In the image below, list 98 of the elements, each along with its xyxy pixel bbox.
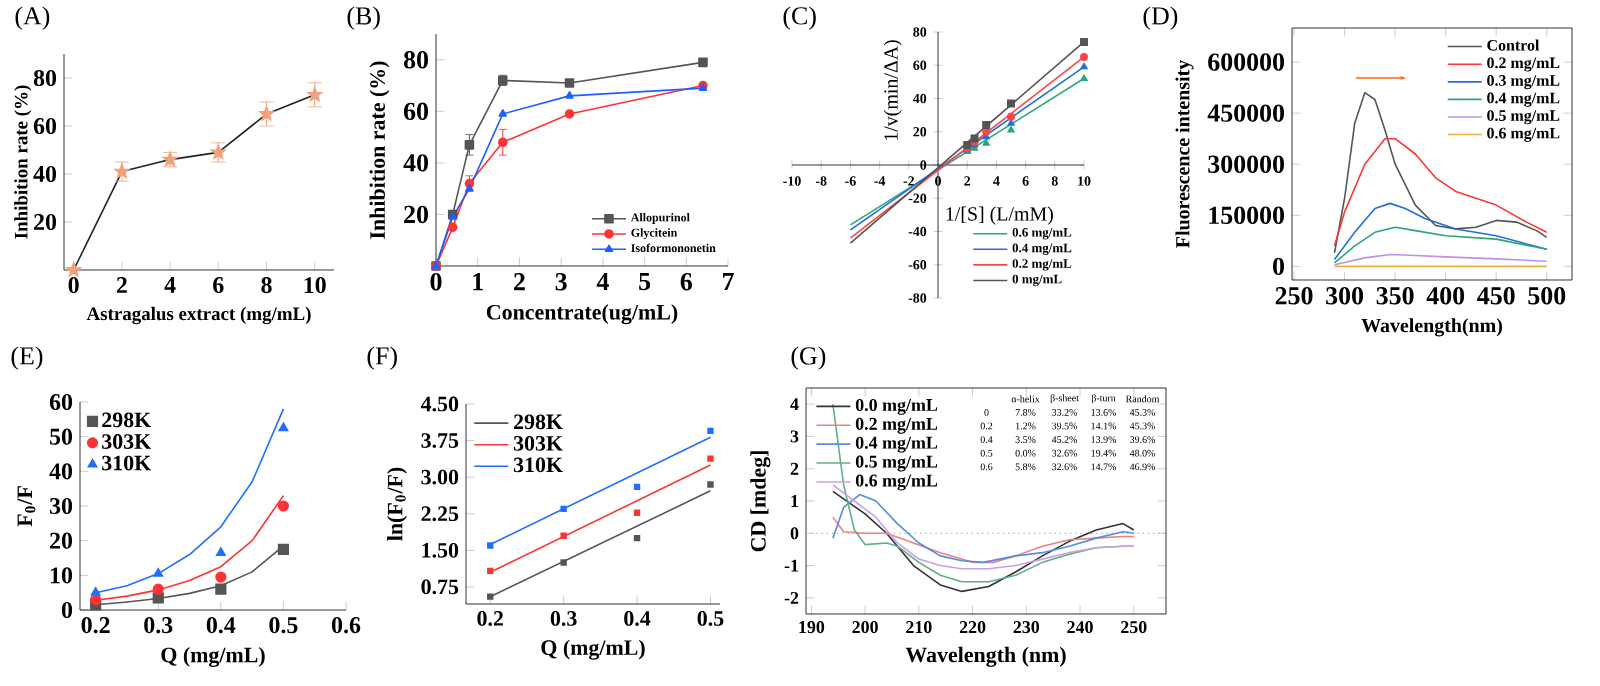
- x-tick-label: 0.6: [331, 617, 361, 634]
- y-tick-label: 20: [34, 213, 57, 231]
- legend-label: 0.2 mg/mL: [855, 417, 938, 434]
- x-tick-label: 240: [1067, 621, 1093, 634]
- x-tick-label: 210: [906, 621, 932, 634]
- x-tick-label: 500: [1528, 287, 1566, 305]
- y-tick-label: 3.00: [421, 469, 459, 485]
- y-axis-title: Fluorescence intensity: [1175, 60, 1194, 248]
- y-tick-label: 0.75: [421, 579, 459, 595]
- y-tick-label: 0: [790, 527, 799, 540]
- x-tick-label: 230: [1013, 621, 1040, 634]
- legend-label: 0.0 mg/mL: [855, 398, 938, 415]
- x-tick-label: 450: [1477, 287, 1515, 305]
- x-tick-label: 0.3: [550, 611, 577, 626]
- y-tick-label: 300000: [1208, 155, 1284, 173]
- legend-label: 298K: [102, 412, 152, 428]
- x-tick-label: 4: [164, 277, 176, 293]
- y-axis-title: 1/v(min/ΔA): [883, 40, 902, 140]
- legend-label: 298K: [513, 414, 563, 430]
- x-tick-label: 0.2: [81, 617, 110, 634]
- x-tick-label: 4: [596, 273, 609, 291]
- y-tick-label: 60: [403, 102, 428, 121]
- x-axis-title: 1/[S] (L/mM): [946, 206, 1053, 225]
- x-tick-label: 1: [473, 273, 483, 291]
- y-tick-label: 40: [403, 154, 428, 172]
- chart-title: (A): [15, 6, 50, 30]
- x-tick-label: 2: [514, 273, 525, 291]
- x-tick-label: 190: [799, 621, 825, 634]
- y-tick-label: 40: [49, 463, 73, 480]
- x-tick-label: 3: [555, 273, 567, 291]
- chart-title: (G): [791, 346, 826, 370]
- legend-label: 0.6 mg/mL: [855, 474, 938, 491]
- x-tick-label: 220: [959, 621, 986, 634]
- x-tick-label: 10: [304, 277, 326, 294]
- x-tick-label: 0.3: [144, 617, 173, 634]
- x-tick-label: 2: [116, 277, 127, 293]
- y-axis-title: F$_{0}$/F: [17, 486, 36, 527]
- legend-label: 310K: [513, 457, 563, 473]
- y-tick-label: 150000: [1209, 206, 1284, 225]
- y-tick-label: 50: [50, 428, 73, 445]
- legend-label: 310K: [102, 455, 152, 471]
- legend-label: 303K: [102, 434, 152, 449]
- y-tick-label: 1: [791, 495, 799, 507]
- y-tick-label: 80: [403, 51, 428, 69]
- x-tick-label: 8: [261, 277, 272, 294]
- chart-title: (B): [347, 6, 380, 30]
- y-tick-label: 40: [33, 165, 57, 183]
- y-axis-title: Inhibition rate (%): [14, 85, 32, 239]
- y-tick-label: 0: [1273, 257, 1284, 276]
- y-axis-title: Inhibition rate (%): [369, 61, 390, 239]
- x-tick-label: 7: [723, 273, 734, 290]
- x-tick-label: 0.5: [697, 611, 724, 626]
- x-tick-label: 0.4: [624, 611, 651, 626]
- x-tick-label: 0.5: [269, 617, 298, 634]
- x-tick-label: 5: [639, 273, 651, 291]
- y-tick-label: 20: [404, 205, 428, 224]
- x-tick-label: 6: [680, 273, 693, 291]
- x-tick-label: 6: [213, 277, 224, 294]
- y-tick-label: -1: [784, 559, 799, 572]
- y-tick-label: 2: [790, 462, 799, 475]
- x-tick-label: 0.4: [206, 617, 236, 634]
- x-tick-label: 250: [1121, 621, 1147, 634]
- x-tick-label: 300: [1326, 287, 1364, 305]
- y-tick-label: 3.75: [421, 433, 459, 448]
- y-tick-label: 3: [790, 430, 799, 443]
- legend-label: 0.4 mg/mL: [855, 436, 938, 453]
- chart-title: (D): [1143, 6, 1178, 30]
- chart-title: (E): [11, 346, 43, 370]
- x-axis-title: Q (mg/mL): [541, 639, 645, 660]
- y-tick-label: 4: [790, 398, 799, 411]
- y-tick-label: 1.50: [422, 542, 459, 558]
- x-tick-label: 400: [1426, 287, 1465, 305]
- y-tick-label: 600000: [1208, 53, 1284, 71]
- x-tick-label: 200: [852, 621, 878, 634]
- y-tick-label: 30: [49, 497, 73, 515]
- x-axis-title: Concentrate(ug/mL): [486, 304, 678, 325]
- y-tick-label: 60: [33, 117, 57, 135]
- y-tick-label: 4.50: [420, 396, 459, 412]
- chart-title: (F): [367, 346, 397, 370]
- x-axis-title: Astragalus extract (mg/mL): [86, 306, 311, 325]
- y-tick-label: 80: [33, 69, 57, 87]
- y-tick-label: 20: [50, 532, 73, 549]
- y-tick-label: 2.25: [421, 506, 459, 522]
- y-tick-label: 60: [49, 393, 73, 411]
- y-axis-title: ln(F$_{0}$/F): [387, 467, 407, 541]
- x-axis-title: Q (mg/mL): [161, 646, 265, 668]
- chart-title: (C): [783, 6, 816, 30]
- x-tick-label: 350: [1376, 287, 1414, 305]
- legend-label: 303K: [513, 435, 563, 451]
- legend-label: 0.5 mg/mL: [855, 455, 938, 472]
- y-axis-title: CD [mdeg]: [750, 451, 771, 552]
- y-tick-label: 450000: [1207, 104, 1284, 122]
- x-axis-title: Wavelength (nm): [905, 646, 1066, 667]
- x-tick-label: 0.2: [477, 611, 503, 626]
- x-axis-title: Wavelength(nm): [1361, 318, 1502, 337]
- y-tick-label: -2: [784, 591, 799, 604]
- y-tick-label: 10: [50, 567, 73, 584]
- x-tick-label: 250: [1275, 287, 1313, 305]
